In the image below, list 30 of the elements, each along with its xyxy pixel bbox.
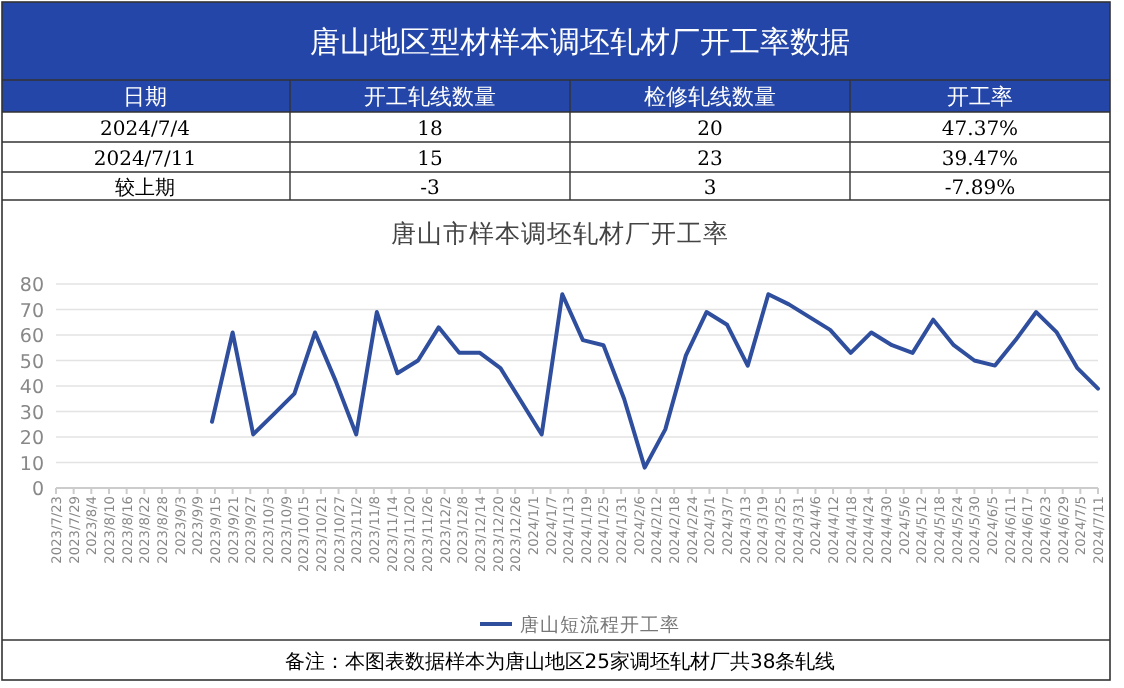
y-tick-label: 70 xyxy=(19,300,44,323)
text: 47.37% xyxy=(941,119,1019,141)
y-tick-label: 80 xyxy=(19,275,44,297)
y-tick-label: 30 xyxy=(19,402,44,425)
text: 20 xyxy=(697,119,723,141)
text: 检修轧线数量 xyxy=(644,84,776,110)
text: 23 xyxy=(697,149,723,171)
text: 日期 xyxy=(123,84,167,110)
chart-subtitle: 唐山市样本调坯轧材厂开工率 xyxy=(391,218,729,248)
text: -3 xyxy=(420,178,440,200)
text: 15 xyxy=(417,149,443,171)
y-tick-label: 60 xyxy=(19,326,44,348)
chart-title: 唐山地区型材样本调坯轧材厂开工率数据 xyxy=(310,24,850,60)
line-series xyxy=(210,292,1100,470)
text: 备注：本图表数据样本为唐山地区25家调坯轧材厂共38条轧线 xyxy=(284,650,836,674)
text: 18 xyxy=(417,119,443,141)
text: 3 xyxy=(703,178,717,200)
text: 2024/7/11 xyxy=(93,149,197,171)
y-tick-label: 50 xyxy=(19,351,44,374)
y-tick-label: 40 xyxy=(19,377,44,399)
text: 开工率 xyxy=(947,84,1013,110)
text: 2024/7/4 xyxy=(100,119,190,141)
y-tick-label: 20 xyxy=(19,428,44,450)
text: 较上期 xyxy=(115,176,175,200)
text: -7.89% xyxy=(944,178,1016,200)
text: 开工轧线数量 xyxy=(364,84,496,110)
text: 39.47% xyxy=(941,149,1019,171)
legend-label: 唐山短流程开工率 xyxy=(520,613,680,637)
y-tick-label: 0 xyxy=(31,479,44,501)
y-tick-label: 10 xyxy=(19,453,44,476)
